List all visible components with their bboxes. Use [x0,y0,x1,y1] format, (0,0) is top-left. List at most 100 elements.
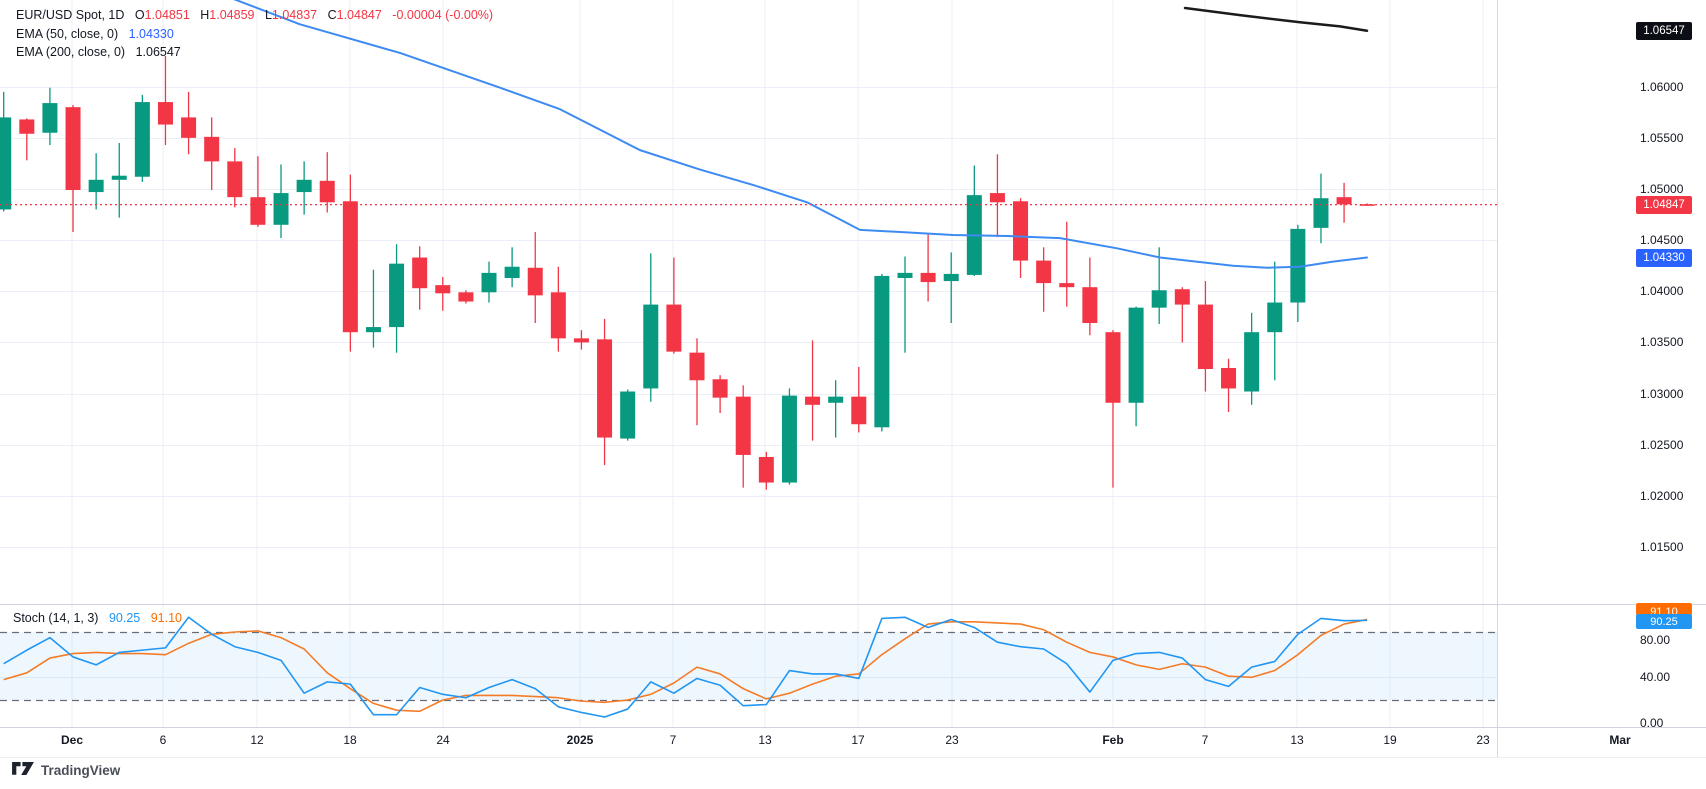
panel-separator[interactable] [0,604,1706,605]
time-tick-label: 19 [1383,733,1397,747]
time-tick-label: 6 [159,733,167,747]
last-price-badge: 1.04847 [1636,196,1692,214]
candle-body [319,180,335,203]
open-value: 1.04851 [144,8,190,22]
time-tick-label: 13 [1290,733,1304,747]
low-label: L [264,8,272,22]
candle-body [620,391,636,439]
time-tick-label: 18 [343,733,357,747]
candle-body [920,272,936,283]
stoch-tick-label: 0.00 [1640,715,1664,730]
time-tick-label: Mar [1609,733,1631,747]
candle-body [573,338,589,343]
price-tick-label: 1.03500 [1640,335,1684,350]
open-label: O [134,8,145,22]
candle-body [828,396,844,403]
candle-body [643,304,659,389]
close-value: 1.04847 [336,8,382,22]
stoch-band-fill [0,632,1497,700]
candle-body [1244,332,1260,392]
ema50-legend-row[interactable]: EMA (50, close, 0) 1.04330 [16,27,174,42]
stoch-tick-label: 40.00 [1640,670,1671,685]
candle-body [1082,287,1098,323]
candle-body [897,272,913,278]
price-tick-label: 1.05500 [1640,130,1684,145]
candle-body [851,396,867,425]
time-tick-label: 23 [1476,733,1490,747]
time-tick-label: Dec [60,733,83,747]
candle-body [874,275,890,428]
low-value: 1.04837 [271,8,318,22]
candles [0,56,1375,490]
candle-body [1267,302,1283,333]
price-tick-label: 1.05000 [1640,182,1684,196]
ema200-legend-row[interactable]: EMA (200, close, 0) 1.06547 [16,45,181,60]
tradingview-logo-icon [12,762,34,776]
time-tick-label: 2025 [566,733,594,747]
candle-body [42,103,58,133]
price-axis-border [1497,0,1498,757]
candle-body [181,117,197,138]
ema50-label: EMA (50, close, 0) [16,27,119,41]
candle-body [735,396,751,455]
gridlines [0,0,1497,727]
brand-text: TradingView [41,763,121,778]
candle-body [1174,289,1190,305]
ema200-value: 1.06547 [135,45,181,59]
candle-body [204,136,220,162]
stoch-d-line [3,618,1368,713]
ema50-price-badge: 1.04330 [1636,249,1692,267]
candle-body [19,119,35,134]
candle-body [989,193,1005,203]
candle-body [88,179,104,193]
candle-body [458,292,474,302]
time-tick-label: Feb [1102,733,1124,747]
stoch-k-line [3,616,1368,718]
high-value: 1.04859 [209,8,255,22]
price-tick-label: 1.04000 [1640,284,1684,299]
ema200-price-badge: 1.06547 [1636,22,1692,40]
tradingview-logo[interactable]: TradingView [12,762,120,779]
footer-border [0,757,1706,758]
time-tick-label: 24 [436,733,450,747]
candle-body [412,257,428,289]
stoch-d-value: 91.10 [150,611,182,625]
time-tick-label: 13 [758,733,772,747]
candle-body [666,304,682,352]
candle-body [65,107,81,191]
candle-body [1336,197,1352,205]
candle-body [689,352,705,381]
candle-body [1105,332,1121,403]
candle-body [550,292,566,339]
ema50-line [233,0,1368,269]
candle-body [0,117,12,210]
stoch-tick-label: 80.00 [1640,633,1671,647]
candle-body [1036,260,1052,284]
stoch-band [0,631,1497,702]
candle-body [1359,204,1375,206]
candle-body [1128,307,1144,403]
time-tick-label: 23 [945,733,959,747]
candle-body [342,201,358,333]
time-axis-border [0,727,1706,728]
candle-body [1290,228,1306,303]
stoch-legend-row[interactable]: Stoch (14, 1, 3) 90.25 91.10 [13,611,182,626]
stoch-k-badge: 90.25 [1636,614,1692,629]
symbol-title: EUR/USD Spot, 1D [16,8,125,22]
price-tick-label: 1.06000 [1640,79,1684,94]
candle-body [365,327,381,333]
high-label: H [200,8,210,22]
time-tick-label: 7 [1201,733,1209,747]
candle-body [481,272,497,293]
stoch-d-badge: 91.10 [1636,603,1692,615]
candle-body [157,102,173,125]
candle-body [597,339,613,438]
symbol-legend-row[interactable]: EUR/USD Spot, 1D O1.04851 H1.04859 L1.04… [16,8,493,23]
candle-body [758,456,774,483]
candle-body [712,379,728,398]
candle-body [781,395,797,483]
time-tick-label: 12 [250,733,264,747]
candle-body [1313,198,1329,228]
candle-body [111,175,127,180]
